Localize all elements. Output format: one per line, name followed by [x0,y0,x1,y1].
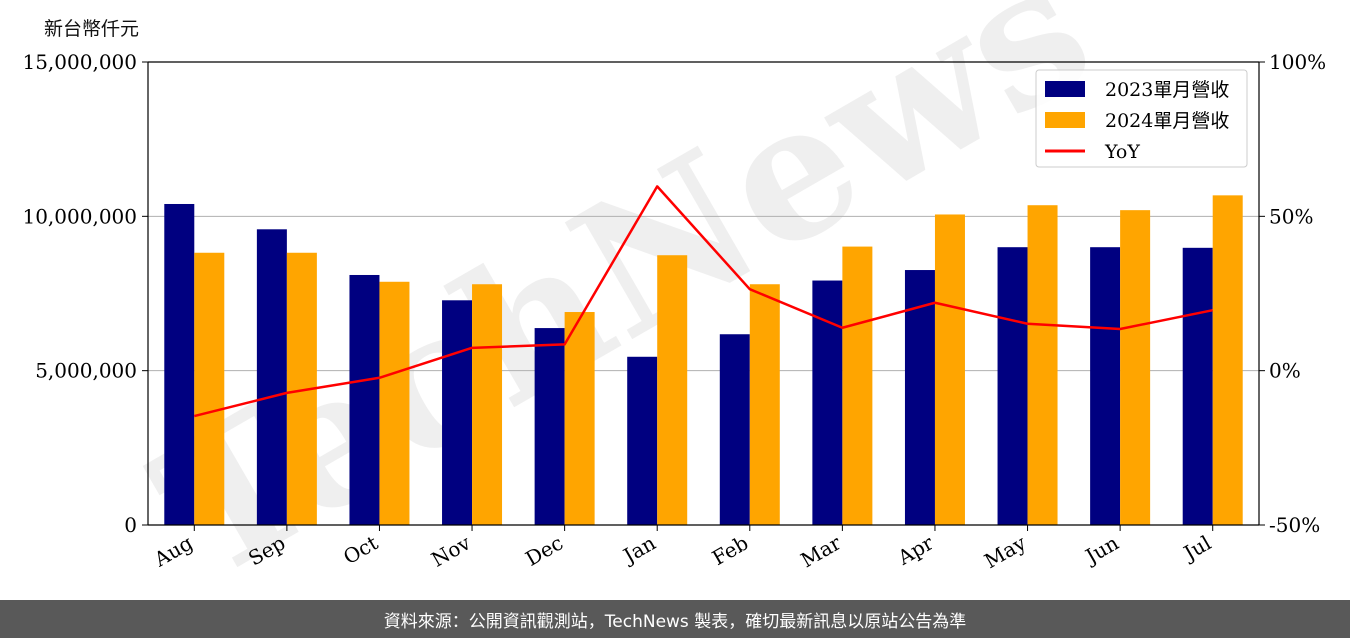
bar-series1-feb [719,334,750,525]
x-tick-label-mar: Mar [797,530,846,572]
x-tick-label-feb: Feb [708,531,752,570]
bar-series1-aug [164,203,195,525]
x-tick-label-jun: Jun [1080,530,1123,569]
y-left-tick-label: 0 [124,513,137,537]
x-tick-label-jul: Jul [1178,531,1215,566]
legend-label-2: 2024單月營收 [1105,110,1229,132]
bar-series2-jul [1212,195,1243,525]
y-right-tick-label: 50% [1269,204,1313,228]
bar-series1-sep [256,229,287,525]
x-tick-label-nov: Nov [427,530,475,572]
y-left-tick-label: 15,000,000 [22,50,137,74]
y-right-tick-label: 0% [1269,359,1301,383]
x-tick-label-apr: Apr [893,530,938,570]
x-tick-label-jan: Jan [618,530,660,568]
bar-series2-apr [934,214,965,526]
chart-canvas: TechNews05,000,00010,000,00015,000,000-5… [22,0,1326,622]
bar-series1-apr [904,270,935,525]
bar-series2-jun [1120,210,1151,525]
x-tick-label-dec: Dec [521,531,567,571]
bar-series2-oct [379,281,410,525]
bar-series2-feb [749,284,780,525]
bar-series2-mar [842,246,873,525]
bar-series2-dec [564,312,595,525]
y-axis-unit-label: 新台幣仟元 [44,18,140,40]
bar-series1-jul [1182,247,1213,526]
legend-label-1: 2023單月營收 [1105,79,1229,101]
bar-series1-jan [627,356,658,525]
bar-series1-may [997,247,1028,525]
bar-series2-aug [194,252,225,526]
bar-series2-jan [657,255,688,525]
source-footer: 資料來源：公開資訊觀測站，TechNews 製表，確切最新訊息以原站公告為準 [0,600,1350,638]
legend-swatch-2 [1045,112,1085,128]
bar-series1-dec [534,328,565,525]
y-left-tick-label: 10,000,000 [22,204,137,228]
bar-series2-nov [472,284,503,525]
bar-series2-may [1027,205,1058,526]
bar-series1-oct [349,274,380,525]
yoy-line [193,185,1213,418]
bar-series1-jun [1090,247,1121,525]
revenue-chart: TechNews 0 5,000,000 10,000,000 15,000,000 -5… [22,0,1326,622]
y-right-tick-label: -50% [1269,513,1320,537]
legend-swatch-1 [1045,81,1085,97]
legend-box [1035,69,1248,168]
y-left-tick-label: 5,000,000 [35,359,137,383]
x-tick-label-may: May [980,530,1030,573]
y-right-tick-label: 100% [1269,50,1326,74]
legend-label-3: YoY [1104,141,1140,163]
bar-series1-nov [442,300,473,525]
footer-text: 資料來源：公開資訊觀測站，TechNews 製表，確切最新訊息以原站公告為準 [383,611,967,632]
